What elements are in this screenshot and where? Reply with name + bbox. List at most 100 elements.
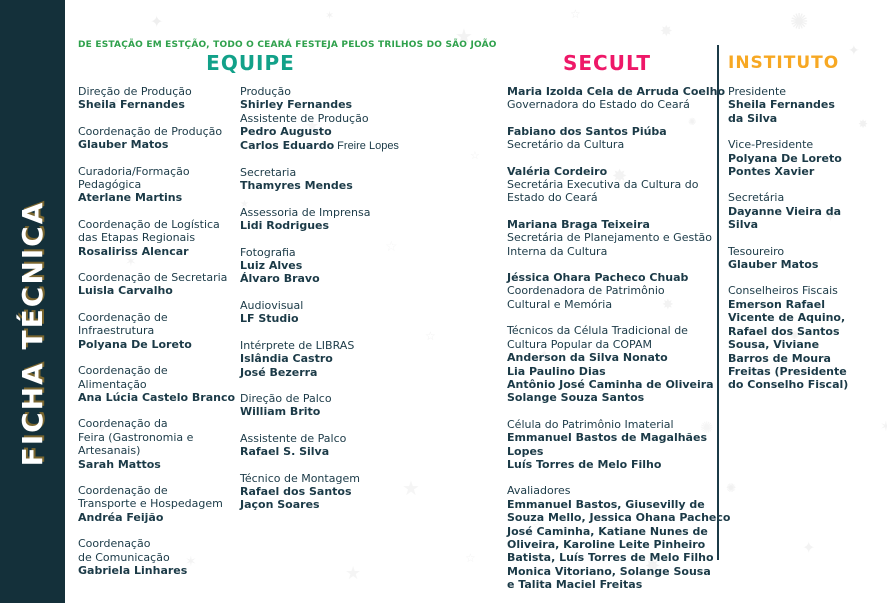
- credit-entry: Assistente de Palco Rafael S. Silva: [240, 432, 412, 459]
- credit-entry: Intérprete de LIBRAS Islândia Castro José …: [240, 339, 412, 379]
- credit-role: Intérprete de LIBRAS: [240, 338, 355, 352]
- credit-name: Pedro Augusto: [240, 125, 332, 139]
- credit-name: Freitas (Presidente: [728, 364, 847, 378]
- credit-entry: Secretaria Thamyres Mendes: [240, 166, 412, 193]
- star-icon: ✶: [880, 419, 887, 435]
- credit-role: Tesoureiro: [728, 244, 785, 258]
- star-icon: ✦: [848, 43, 860, 59]
- credit-name: Luisla Carvalho: [78, 284, 173, 298]
- credit-role: Coordenação: [78, 537, 151, 551]
- credit-name: LF Studio: [240, 312, 299, 326]
- credit-name: José Bezerra: [240, 365, 318, 379]
- credit-name: Emmanuel Bastos de Magalhães: [507, 431, 707, 445]
- credit-entry: Direção de Palco William Brito: [240, 392, 412, 419]
- credit-entry: Assessoria de Imprensa Lidi Rodrigues: [240, 206, 412, 233]
- star-icon: ☆: [465, 551, 476, 565]
- credit-name: José Caminha, Katiane Nunes de: [507, 524, 708, 538]
- credit-name: Sarah Mattos: [78, 457, 161, 471]
- credit-name: Oliveira, Karoline Leite Pinheiro: [507, 537, 706, 551]
- star-icon: ✺: [726, 481, 737, 495]
- star-icon: ★: [345, 563, 362, 584]
- credits-column-instituto: Presidente Sheila Fernandes da Silva Vice-P…: [728, 85, 862, 405]
- credit-name: Vicente de Aquino,: [728, 311, 846, 325]
- credit-entry: Secretária Dayanne Vieira da Silva: [728, 191, 862, 231]
- credit-role: Secretário da Cultura: [507, 138, 625, 152]
- credit-role: Governadora do Estado do Ceará: [507, 98, 690, 112]
- credit-role: de Comunicação: [78, 550, 170, 564]
- credit-entry: Técnico de Montagem Rafael dos Santos Jaço…: [240, 472, 412, 512]
- credit-role: Pedagógica: [78, 178, 142, 192]
- credit-name: Glauber Matos: [728, 258, 819, 272]
- star-icon: ☆: [470, 149, 480, 162]
- credit-role: das Etapas Regionais: [78, 231, 196, 245]
- credit-role: Técnicos da Célula Tradicional de: [507, 324, 688, 338]
- credit-role: Avaliadores: [507, 484, 571, 498]
- credit-role: Presidente: [728, 85, 787, 98]
- credit-entry: Direção de Produção Sheila Fernandes: [78, 85, 234, 112]
- credit-role: Interna da Cultura: [507, 244, 608, 258]
- credit-name: Polyana De Loreto: [728, 151, 842, 165]
- credit-name: Shirley Fernandes: [240, 98, 353, 112]
- credit-role: Produção: [240, 85, 291, 98]
- credit-role: Transporte e Hospedagem: [78, 497, 223, 511]
- credit-name: Glauber Matos: [78, 138, 169, 152]
- credit-name: William Brito: [240, 405, 321, 419]
- credit-name: Lopes: [507, 444, 544, 458]
- credit-role: Coordenação de Produção: [78, 124, 223, 138]
- credit-role: Secretaria: [240, 166, 297, 180]
- credit-role: Coordenação de: [78, 310, 168, 324]
- column-divider: [717, 45, 719, 560]
- credit-entry: Tesoureiro Glauber Matos: [728, 245, 862, 272]
- credit-name: Polyana De Loreto: [78, 337, 192, 351]
- credit-name: Gabriela Linhares: [78, 563, 188, 577]
- credit-name: Emerson Rafael: [728, 297, 825, 311]
- credit-name: Anderson da Silva Nonato: [507, 351, 668, 365]
- credit-role: Audiovisual: [240, 298, 304, 312]
- credit-name: Lia Paulino Dias: [507, 364, 606, 378]
- credit-name: Jaçon Soares: [240, 498, 320, 512]
- credit-entry: Produção Shirley Fernandes Assistente de P…: [240, 85, 412, 153]
- credit-entry: Coordenação de Alimentação Ana Lúcia Caste…: [78, 364, 235, 404]
- credit-entry: Maria Izolda Cela de Arruda Coelho Govern…: [507, 85, 725, 112]
- credit-name: Sheila Fernandes: [728, 98, 835, 112]
- credit-name: Batista, Luís Torres de Melo Filho: [507, 551, 714, 565]
- credit-name: Solange Souza Santos: [507, 391, 645, 405]
- sidebar: FICHA TÉCNICA: [0, 0, 65, 603]
- credit-entry: Coordenação de Transporte e Hospedagem And…: [78, 484, 234, 524]
- credit-name: Carlos Eduardo: [240, 138, 335, 152]
- credit-role: Assessoria de Imprensa: [240, 205, 371, 219]
- credit-role: Direção de Produção: [78, 85, 192, 98]
- star-icon: ✸: [660, 22, 673, 40]
- credit-role: Assistente de Produção: [240, 111, 369, 125]
- star-icon: ✦: [150, 12, 164, 31]
- credit-entry: Coordenação de Comunicação Gabriela Linhar…: [78, 537, 234, 577]
- credit-name: Islândia Castro: [240, 352, 333, 366]
- section-heading-equipe: EQUIPE: [206, 51, 295, 75]
- credit-name: Thamyres Mendes: [240, 179, 353, 193]
- credit-name: Jéssica Ohara Pacheco Chuab: [507, 271, 689, 285]
- credit-role: Infraestrutura: [78, 324, 155, 338]
- credit-name: Andréa Feijão: [78, 510, 164, 524]
- credit-name: Valéria Cordeiro: [507, 164, 608, 178]
- credit-role: Secretária de Planejamento e Gestão: [507, 231, 712, 245]
- section-heading-instituto: INSTITUTO: [728, 53, 840, 73]
- credit-role: Feira (Gastronomia e: [78, 430, 194, 444]
- credit-entry: Coordenação de Produção Glauber Matos: [78, 125, 234, 152]
- credit-role: Coordenação de: [78, 364, 168, 378]
- star-icon: ✶: [325, 9, 335, 22]
- credit-name: Luiz Alves: [240, 259, 303, 273]
- credit-role: Coordenação de: [78, 483, 168, 497]
- credit-name: Dayanne Vieira da: [728, 204, 842, 218]
- credit-name: Rafael S. Silva: [240, 445, 330, 459]
- credit-name: Souza Mello, Jessica Ohana Pacheco: [507, 511, 731, 525]
- credit-name: Rosaliriss Alencar: [78, 244, 189, 258]
- credit-name: Aterlane Martins: [78, 191, 183, 205]
- credit-name: do Conselho Fiscal): [728, 378, 849, 392]
- credit-role: Vice-Presidente: [728, 138, 814, 152]
- credit-entry: Jéssica Ohara Pacheco Chuab Coordenadora …: [507, 271, 709, 311]
- credit-name: Antônio José Caminha de Oliveira: [507, 377, 714, 391]
- credit-name: Álvaro Bravo: [240, 272, 320, 286]
- credit-name: Maria Izolda Cela de Arruda Coelho: [507, 85, 726, 98]
- credit-role: Coordenação da: [78, 417, 168, 431]
- credit-name: Fabiano dos Santos Piúba: [507, 124, 667, 138]
